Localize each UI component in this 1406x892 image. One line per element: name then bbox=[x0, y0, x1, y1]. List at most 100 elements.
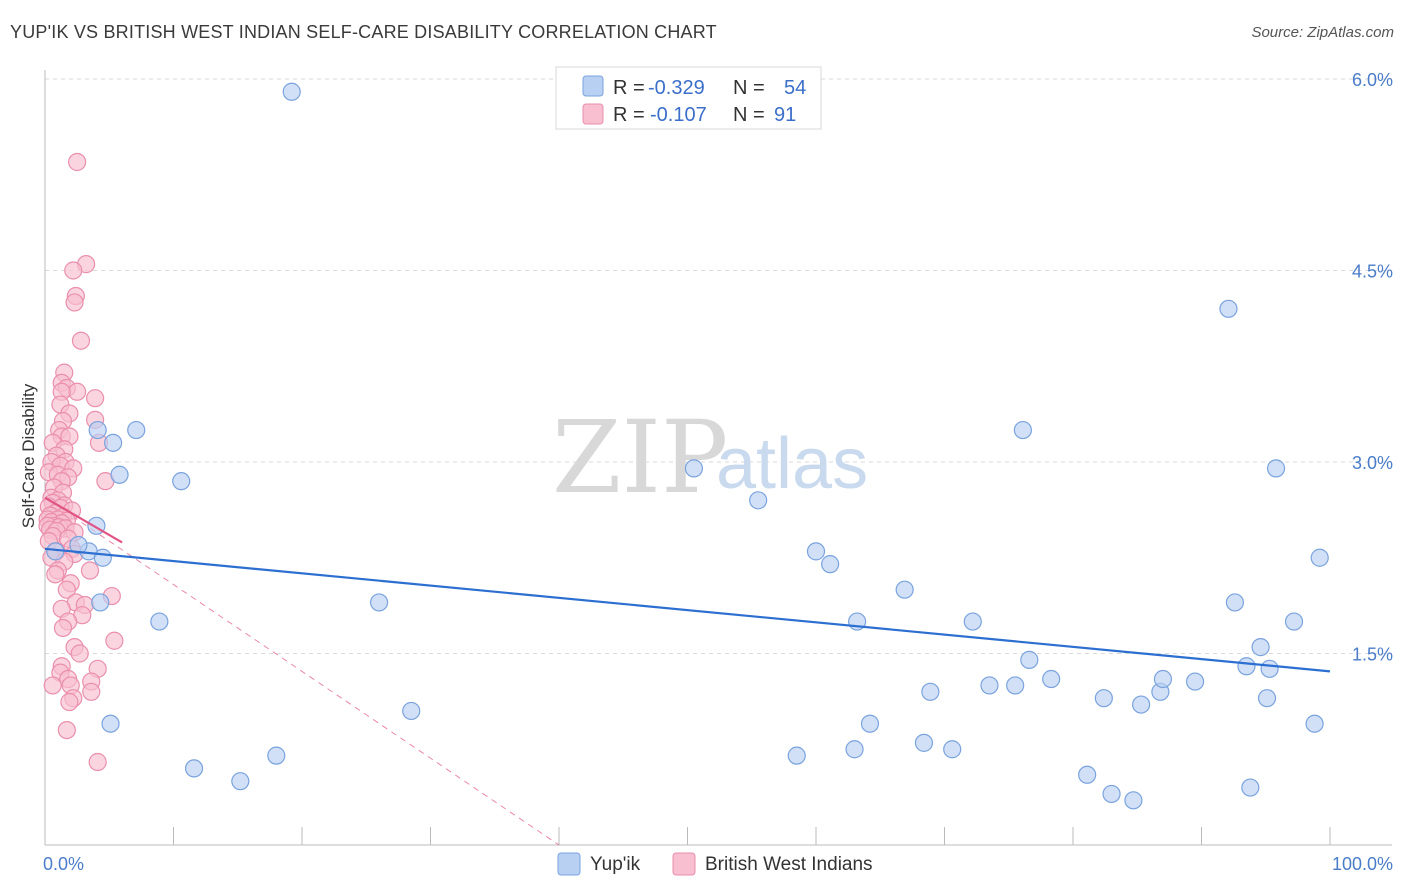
point-yupik-52 bbox=[1266, 459, 1286, 478]
source-credit: Source: ZipAtlas.com bbox=[1251, 24, 1394, 41]
point-bwi-2 bbox=[64, 261, 83, 280]
point-yupik-11 bbox=[91, 593, 110, 612]
point-bwi-76 bbox=[105, 631, 124, 650]
series-legend: Yup'ik British West Indians bbox=[557, 852, 873, 876]
legend-r-label-2: R = bbox=[613, 104, 645, 126]
point-bwi-75 bbox=[53, 618, 73, 638]
point-yupik-51 bbox=[1260, 659, 1279, 678]
legend-n-label-1: N = bbox=[733, 77, 765, 99]
point-yupik-45 bbox=[1219, 299, 1238, 318]
point-yupik-40 bbox=[1124, 791, 1143, 810]
point-yupik-26 bbox=[787, 746, 806, 765]
point-bwi-4 bbox=[65, 293, 84, 312]
point-yupik-16 bbox=[267, 746, 286, 765]
point-yupik-22 bbox=[821, 555, 840, 574]
point-yupik-54 bbox=[1305, 714, 1324, 733]
y-tick-label-3: 6.0% bbox=[1352, 70, 1393, 90]
point-yupik-14 bbox=[184, 759, 204, 778]
point-yupik-34 bbox=[1013, 420, 1032, 440]
point-bwi-68 bbox=[57, 580, 76, 599]
y-tick-labels: 1.5% 3.0% 4.5% 6.0% bbox=[1352, 70, 1393, 665]
series-legend-label-yupik: Yup'ik bbox=[590, 854, 641, 875]
point-yupik-29 bbox=[921, 682, 940, 701]
chart-title: YUP'IK VS BRITISH WEST INDIAN SELF-CARE … bbox=[10, 22, 717, 42]
series-legend-swatch-yupik bbox=[557, 852, 581, 876]
legend-n-label-2: N = bbox=[733, 104, 765, 126]
point-yupik-48 bbox=[1241, 778, 1260, 797]
point-yupik-27 bbox=[895, 580, 914, 599]
point-bwi-87 bbox=[60, 692, 79, 712]
point-yupik-19 bbox=[684, 459, 704, 478]
point-yupik-38 bbox=[1094, 689, 1113, 708]
series-legend-label-bwi: British West Indians bbox=[705, 854, 873, 875]
trend-line-yupik bbox=[44, 547, 1331, 673]
x-tick-labels: 0.0% 100.0% bbox=[43, 854, 1393, 874]
point-bwi-11 bbox=[86, 389, 105, 408]
point-yupik-46 bbox=[1225, 593, 1245, 612]
point-yupik-15 bbox=[231, 772, 250, 791]
point-yupik-55 bbox=[1310, 548, 1329, 567]
trend-line-bwi bbox=[44, 496, 123, 544]
legend-r-value-1: -0.329 bbox=[648, 77, 705, 99]
point-bwi-0 bbox=[68, 152, 87, 172]
point-yupik-23 bbox=[845, 740, 864, 759]
legend-r-value-2: -0.107 bbox=[650, 104, 707, 126]
point-yupik-6 bbox=[88, 420, 107, 440]
point-bwi-90 bbox=[43, 676, 62, 695]
point-yupik-50 bbox=[1257, 689, 1277, 708]
point-bwi-5 bbox=[71, 331, 91, 350]
trend-lines-solid bbox=[44, 496, 1331, 673]
point-yupik-32 bbox=[980, 676, 999, 695]
point-yupik-25 bbox=[860, 714, 880, 733]
point-yupik-41 bbox=[1132, 695, 1151, 714]
point-yupik-21 bbox=[806, 542, 826, 561]
legend-swatch-yupik bbox=[582, 75, 604, 97]
point-bwi-85 bbox=[82, 682, 101, 701]
point-yupik-49 bbox=[1251, 638, 1270, 657]
x-tick-label-1: 100.0% bbox=[1332, 854, 1393, 874]
point-yupik-7 bbox=[104, 433, 123, 452]
point-yupik-37 bbox=[1078, 765, 1097, 784]
point-yupik-8 bbox=[110, 465, 129, 484]
watermark-atlas: atlas bbox=[716, 424, 868, 504]
point-yupik-17 bbox=[370, 593, 389, 612]
point-bwi-64 bbox=[80, 561, 100, 580]
legend-n-value-1: 54 bbox=[784, 77, 806, 99]
point-bwi-78 bbox=[70, 644, 89, 663]
watermark: ZIP atlas bbox=[552, 399, 868, 516]
trend-line-bwi-extended bbox=[44, 497, 560, 846]
point-yupik-31 bbox=[963, 612, 982, 631]
point-bwi-66 bbox=[46, 565, 65, 584]
series-legend-swatch-bwi bbox=[672, 852, 696, 876]
point-yupik-12 bbox=[150, 612, 169, 631]
point-yupik-5 bbox=[93, 548, 112, 567]
point-yupik-9 bbox=[127, 420, 146, 440]
point-yupik-28 bbox=[914, 733, 934, 752]
point-yupik-47 bbox=[1237, 657, 1256, 676]
point-yupik-43 bbox=[1153, 669, 1173, 689]
y-tick-label-0: 1.5% bbox=[1352, 645, 1393, 665]
point-yupik-0 bbox=[282, 82, 301, 101]
point-yupik-33 bbox=[1006, 676, 1025, 695]
watermark-zip: ZIP bbox=[552, 399, 728, 516]
point-yupik-30 bbox=[943, 740, 962, 759]
legend-r-label-1: R = bbox=[613, 77, 645, 99]
point-bwi-89 bbox=[88, 752, 107, 772]
point-yupik-53 bbox=[1284, 612, 1304, 631]
point-yupik-36 bbox=[1042, 669, 1061, 689]
y-tick-label-1: 3.0% bbox=[1352, 453, 1393, 473]
point-yupik-44 bbox=[1185, 672, 1205, 691]
point-yupik-10 bbox=[172, 472, 191, 491]
point-bwi-88 bbox=[57, 720, 76, 740]
legend-swatch-bwi bbox=[582, 103, 604, 125]
y-axis-title: Self-Care Disability bbox=[19, 383, 38, 528]
legend-n-value-2: 91 bbox=[774, 104, 796, 126]
point-yupik-4 bbox=[69, 535, 88, 555]
point-yupik-13 bbox=[101, 714, 120, 733]
point-yupik-35 bbox=[1020, 650, 1039, 669]
trend-lines bbox=[44, 497, 560, 846]
point-yupik-39 bbox=[1102, 784, 1121, 804]
y-tick-label-2: 4.5% bbox=[1352, 262, 1393, 282]
point-bwi-9 bbox=[68, 382, 87, 401]
